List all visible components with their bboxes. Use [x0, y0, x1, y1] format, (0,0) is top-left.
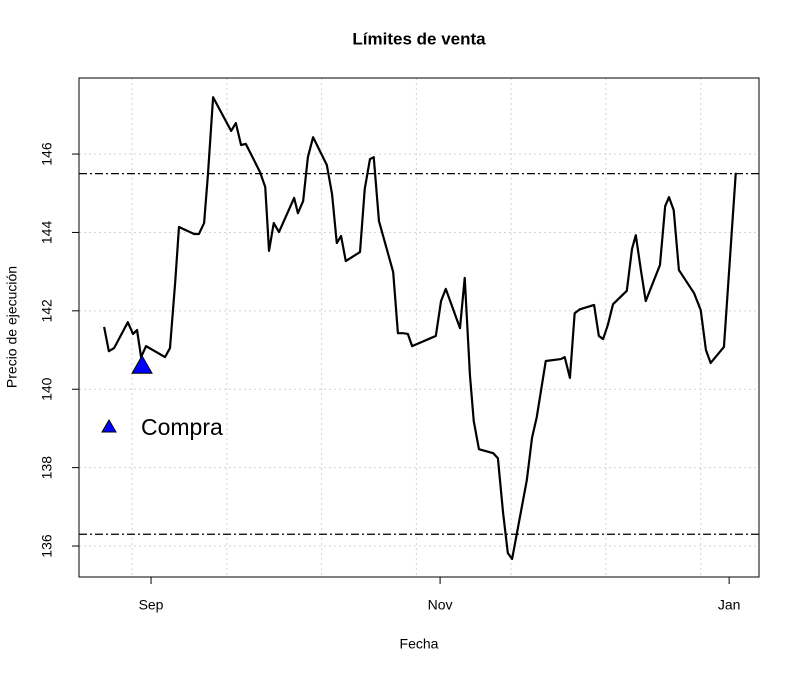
y-tick-label: 140: [39, 377, 55, 401]
marker: [131, 354, 153, 374]
y-tick-label: 142: [39, 299, 55, 323]
y-tick-label: 146: [39, 142, 55, 166]
legend-label: Compra: [141, 414, 223, 440]
x-tick-label: Jan: [718, 597, 741, 613]
y-tick-label: 144: [39, 221, 55, 245]
x-tick-label: Sep: [139, 597, 164, 613]
legend-symbol: [101, 419, 117, 433]
y-axis-label: Precio de ejecución: [4, 266, 20, 388]
plot-frame: [78, 77, 760, 578]
data-line: [103, 96, 737, 561]
chart-title: Límites de venta: [352, 29, 486, 48]
x-tick-label: Nov: [428, 597, 453, 613]
y-tick-label: 138: [39, 456, 55, 480]
x-axis-label: Fecha: [400, 636, 439, 652]
y-tick-label: 136: [39, 534, 55, 558]
